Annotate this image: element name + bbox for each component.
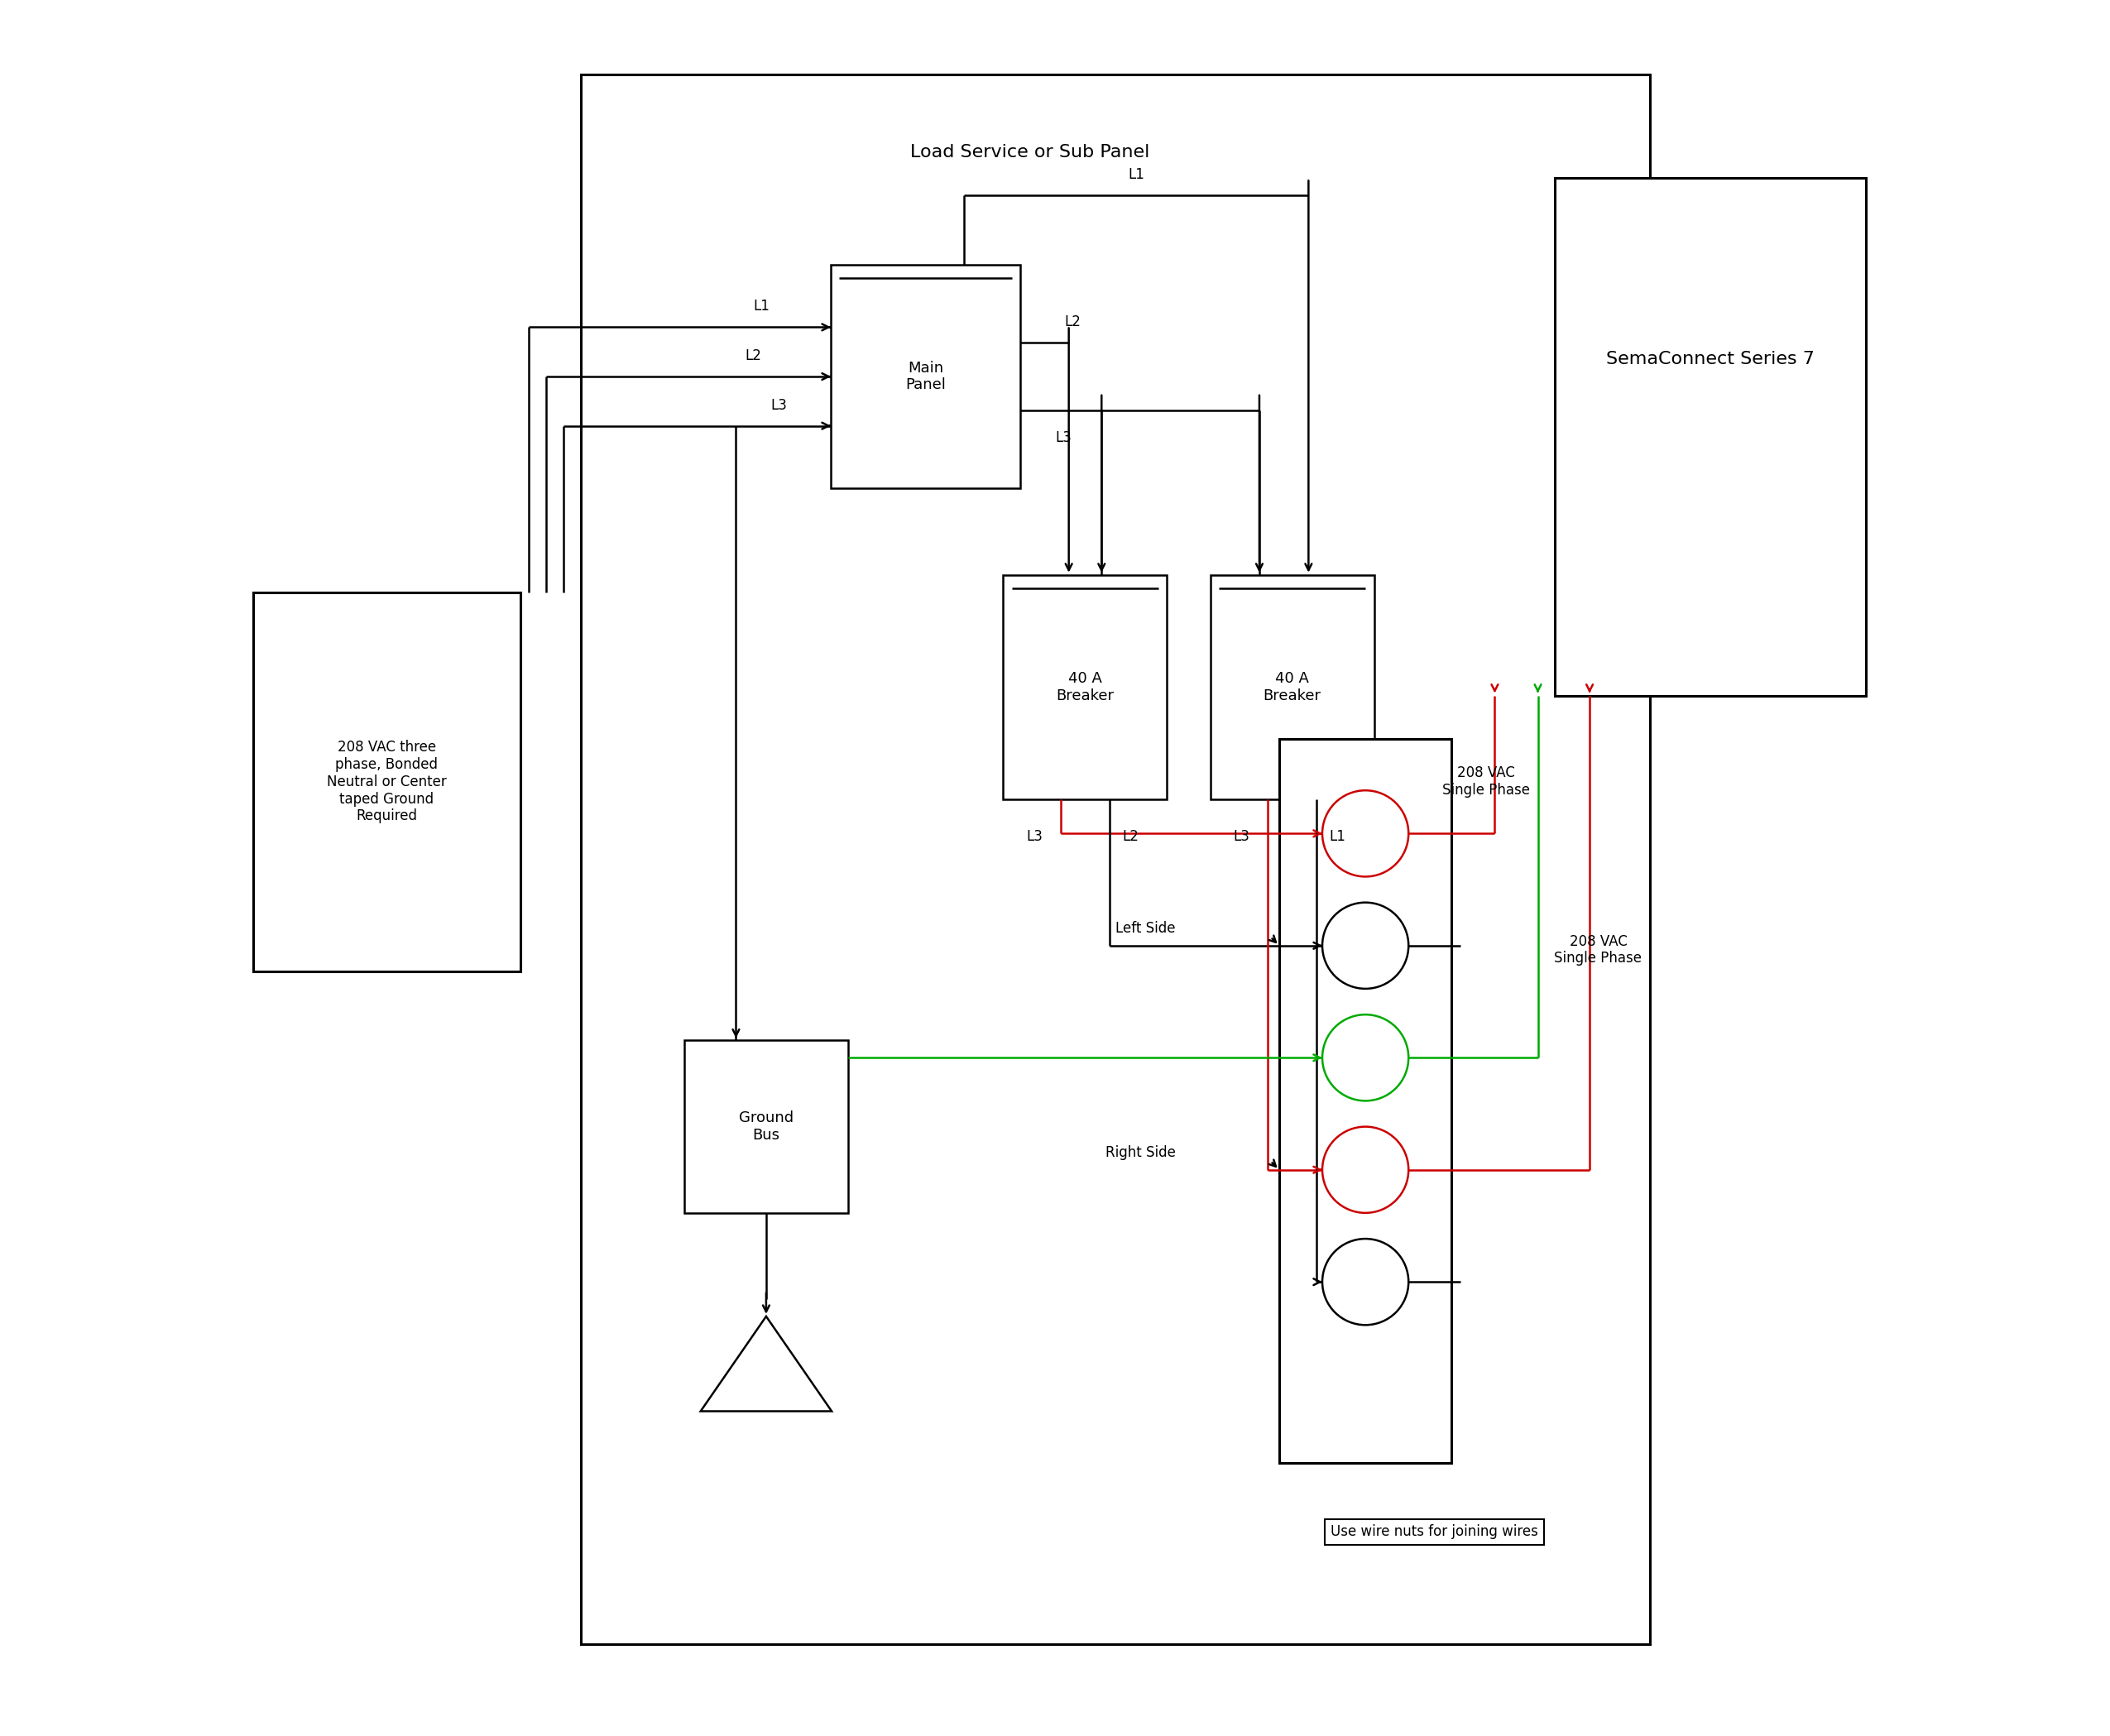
Bar <box>1211 575 1374 799</box>
Text: Left Side: Left Side <box>1116 920 1175 936</box>
Text: L1: L1 <box>1129 167 1144 182</box>
Bar <box>1279 738 1452 1463</box>
Bar <box>1555 179 1865 696</box>
Text: 208 VAC
Single Phase: 208 VAC Single Phase <box>1555 934 1642 965</box>
Text: L1: L1 <box>753 299 770 314</box>
Bar <box>253 592 521 972</box>
Text: Right Side: Right Side <box>1106 1146 1175 1160</box>
Circle shape <box>1323 1127 1409 1213</box>
Text: L2: L2 <box>1063 314 1080 330</box>
Text: L2: L2 <box>1123 830 1139 844</box>
Text: Load Service or Sub Panel: Load Service or Sub Panel <box>909 144 1150 161</box>
Text: 40 A
Breaker: 40 A Breaker <box>1264 670 1321 703</box>
Text: 208 VAC three
phase, Bonded
Neutral or Center
taped Ground
Required: 208 VAC three phase, Bonded Neutral or C… <box>327 740 447 823</box>
Text: Ground
Bus: Ground Bus <box>738 1111 793 1142</box>
Bar <box>1002 575 1167 799</box>
Text: SemaConnect Series 7: SemaConnect Series 7 <box>1606 351 1815 368</box>
Text: L3: L3 <box>1055 431 1072 444</box>
Text: Main
Panel: Main Panel <box>905 361 945 392</box>
Text: 40 A
Breaker: 40 A Breaker <box>1057 670 1114 703</box>
Bar <box>831 264 1021 488</box>
Circle shape <box>1323 790 1409 877</box>
Text: L2: L2 <box>745 349 762 363</box>
Text: Use wire nuts for joining wires: Use wire nuts for joining wires <box>1331 1524 1538 1540</box>
Text: L1: L1 <box>1329 830 1346 844</box>
Text: 208 VAC
Single Phase: 208 VAC Single Phase <box>1443 766 1530 799</box>
Bar <box>684 1040 848 1213</box>
Text: L3: L3 <box>770 398 787 413</box>
Circle shape <box>1323 1014 1409 1101</box>
Text: L3: L3 <box>1234 830 1249 844</box>
Circle shape <box>1323 1240 1409 1325</box>
Circle shape <box>1323 903 1409 990</box>
Text: L3: L3 <box>1025 830 1042 844</box>
Bar <box>580 75 1650 1644</box>
